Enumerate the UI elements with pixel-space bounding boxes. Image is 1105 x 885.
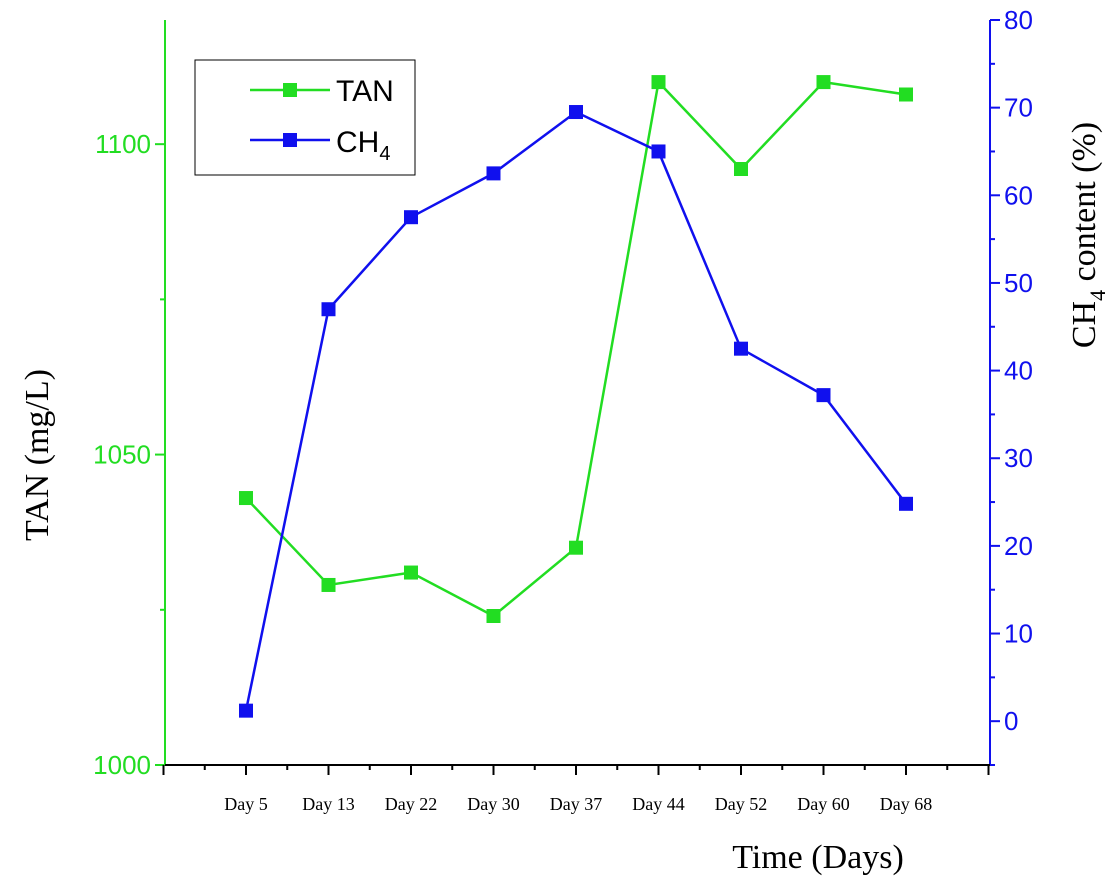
data-point-ch4 — [734, 341, 748, 356]
data-point-ch4 — [569, 105, 583, 120]
x-axis-title: Time (Days) — [732, 839, 904, 876]
x-tick-label: Day 68 — [880, 794, 933, 814]
legend-label-tan: TAN — [336, 75, 394, 108]
y-right-tick-label: 0 — [1004, 706, 1018, 736]
data-point-ch4 — [486, 166, 501, 181]
x-tick-label: Day 60 — [797, 794, 850, 814]
data-point-ch4 — [816, 388, 831, 403]
legend-marker-tan — [283, 83, 297, 97]
y-left-tick-label: 1050 — [93, 440, 151, 470]
y-right-tick-label: 80 — [1004, 5, 1033, 35]
data-point-tan — [404, 565, 418, 580]
legend-label-ch4-subscript: 4 — [379, 143, 390, 165]
axes: 1000 1050 1100 0 10 20 30 40 50 60 70 80 Day 5 Day 13… — [93, 5, 1033, 814]
y-right-tick-label: 30 — [1004, 443, 1033, 473]
data-point-tan — [651, 75, 666, 90]
y-right-tick-label: 70 — [1004, 93, 1033, 123]
y-left-tick-label: 1000 — [93, 750, 151, 780]
data-point-ch4 — [321, 302, 336, 317]
series-line-ch4 — [244, 110, 907, 711]
legend-label-ch4: CH4 — [336, 126, 390, 165]
data-point-ch4 — [651, 144, 666, 159]
legend-box — [194, 59, 416, 176]
data-point-tan — [486, 609, 501, 623]
y-axis-right-title-subscript: 4 — [1085, 290, 1105, 301]
y-right-tick-label: 10 — [1004, 619, 1033, 649]
x-tick-label: Day 44 — [632, 794, 685, 814]
x-tick-label: Day 22 — [385, 794, 438, 814]
y-right-tick-label: 60 — [1004, 180, 1033, 210]
x-tick-label: Day 5 — [224, 794, 268, 814]
data-point-tan — [734, 162, 748, 176]
y-right-tick-label: 50 — [1004, 268, 1033, 298]
x-tick-label: Day 13 — [302, 794, 355, 814]
y-axis-left-title: TAN (mg/L) — [19, 369, 56, 541]
y-right-tick-label: 40 — [1004, 356, 1033, 386]
data-point-ch4 — [899, 496, 913, 511]
data-point-tan — [239, 491, 253, 506]
y-right-tick-label: 20 — [1004, 531, 1033, 561]
y-left-tick-label: 1100 — [95, 129, 151, 159]
x-tick-label: Day 30 — [467, 794, 520, 814]
x-tick-label: Day 52 — [715, 794, 768, 814]
data-point-tan — [569, 540, 583, 555]
x-tick-label: Day 37 — [550, 794, 603, 814]
legend-marker-ch4 — [283, 133, 297, 147]
legend: TAN CH4 — [194, 59, 416, 176]
y-axis-right-title: CH4 content (%) — [1066, 122, 1105, 348]
data-point-ch4 — [239, 703, 253, 718]
data-point-ch4 — [404, 210, 418, 225]
data-point-tan — [899, 87, 913, 102]
data-point-tan — [816, 75, 831, 90]
series-layer — [239, 75, 913, 718]
data-point-tan — [321, 577, 336, 592]
